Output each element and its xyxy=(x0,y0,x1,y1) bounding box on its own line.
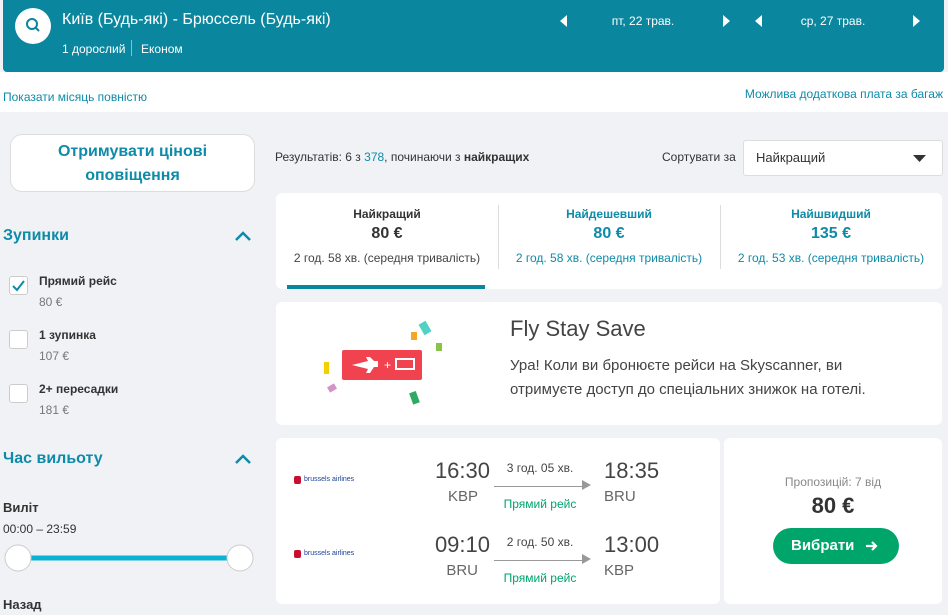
tab-title: Найшвидший xyxy=(791,207,871,221)
checkbox[interactable] xyxy=(9,276,28,295)
baggage-link[interactable]: Можлива додаткова плата за багаж xyxy=(744,87,943,101)
alerts-button[interactable]: Отримувати цінові оповіщення xyxy=(10,134,255,192)
depart-airport: BRU xyxy=(446,562,478,579)
depart-airport: KBP xyxy=(447,488,478,505)
checkbox[interactable] xyxy=(9,330,28,349)
plane-icon xyxy=(582,554,591,564)
route-line xyxy=(494,486,586,487)
summary-middle: , починаючи з xyxy=(384,150,461,164)
stop-price: 107 € xyxy=(39,349,70,363)
check-icon xyxy=(12,280,25,292)
date-arrows[interactable] xyxy=(555,12,935,32)
sort-value: Найкращий xyxy=(756,150,826,165)
tab-price: 80 € xyxy=(371,225,403,242)
stops: Прямий рейс xyxy=(503,571,577,585)
arrive-airport: BRU xyxy=(604,488,636,505)
promo-graphic: + xyxy=(324,320,442,405)
return-date[interactable]: ср, 27 трав. xyxy=(800,14,866,28)
tab-divider xyxy=(720,205,721,269)
stop-price: 80 € xyxy=(39,295,63,309)
sort-select[interactable]: Найкращий xyxy=(743,140,943,176)
tab-divider xyxy=(498,205,499,269)
arrive-time: 13:00 xyxy=(604,532,660,557)
dropdown-icon xyxy=(913,155,926,162)
flight-legs[interactable]: brussels airlines 16:30 KBP 3 год. 05 хв. Пр… xyxy=(276,438,720,604)
promo-text: Ура! Коли ви бронюєте рейси на Skyscanne… xyxy=(510,357,866,398)
total-link[interactable]: 378 xyxy=(364,150,385,164)
tab-duration: 2 год. 53 хв. (середня тривалість) xyxy=(737,251,925,265)
tab-duration: 2 год. 58 хв. (середня тривалість) xyxy=(293,251,481,265)
arrive-time: 18:35 xyxy=(604,458,660,483)
stop-price: 181 € xyxy=(39,403,70,417)
results-summary: Результатів: 6 з 378, починаючи з найкра… xyxy=(275,150,529,164)
arrow-icon xyxy=(866,541,878,551)
arrive-airport: KBP xyxy=(604,562,635,579)
tab-title: Найдешевший xyxy=(566,207,652,221)
duration: 2 год. 50 хв. xyxy=(506,535,574,549)
airline-name: brussels airlines xyxy=(304,550,355,557)
summary-prefix: Результатів: 6 з xyxy=(275,150,361,164)
outbound-label: Виліт xyxy=(3,500,39,515)
select-button[interactable]: Вибрати xyxy=(773,528,899,564)
passengers[interactable]: 1 дорослий xyxy=(62,42,126,56)
airline-logo-mark xyxy=(294,550,301,558)
promo-title: Fly Stay Save xyxy=(510,316,646,341)
offers: Пропозицій: 7 від xyxy=(784,475,882,489)
svg-text:+: + xyxy=(384,358,391,372)
alerts-text: Отримувати цінові оповіщення xyxy=(57,143,208,184)
route[interactable]: Київ (Будь-які) - Брюссель (Будь-які) xyxy=(62,11,331,28)
tab-price: 135 € xyxy=(810,225,852,242)
tab-title: Найкращий xyxy=(353,207,421,221)
outbound-range: 00:00 – 23:59 xyxy=(3,522,77,536)
collapse-icon[interactable] xyxy=(234,453,252,465)
search-icon xyxy=(26,18,40,32)
airline-name: brussels airlines xyxy=(304,476,355,483)
links-bar xyxy=(0,72,948,112)
stops-title: Зупинки xyxy=(3,227,69,244)
price-panel: Пропозицій: 7 від 80 € Вибрати xyxy=(724,438,942,604)
route-line xyxy=(494,560,586,561)
stop-label: 2+ пересадки xyxy=(39,382,119,396)
stops: Прямий рейс xyxy=(503,497,577,511)
search-button[interactable] xyxy=(15,8,51,44)
tab-duration: 2 год. 58 хв. (середня тривалість) xyxy=(515,251,703,265)
stop-label: 1 зупинка xyxy=(39,328,96,342)
cabin[interactable]: Економ xyxy=(141,42,183,56)
price: 80 € xyxy=(811,493,855,518)
sort-tabs: Найкращий 80 € 2 год. 58 хв. (середня трив… xyxy=(276,193,942,289)
stop-label: Прямий рейс xyxy=(39,274,117,288)
collapse-icon[interactable] xyxy=(234,230,252,242)
promo-card: + Fly Stay Save Ура! Коли ви бронюєте ре… xyxy=(276,302,942,425)
airline-logo-mark xyxy=(294,476,301,484)
search-header xyxy=(3,0,944,72)
return-label: Назад xyxy=(3,597,42,612)
divider xyxy=(131,40,132,56)
tab-price: 80 € xyxy=(593,225,625,242)
time-slider[interactable] xyxy=(0,540,260,576)
time-title: Час вильоту xyxy=(3,450,103,467)
filters: Зупинки Час вильоту Виліт 00:00 – 23:59 … xyxy=(0,210,260,615)
depart-time: 09:10 xyxy=(434,532,490,557)
tab-indicator xyxy=(287,285,485,289)
plane-icon xyxy=(582,480,591,490)
month-link[interactable]: Показати місяць повністю xyxy=(3,90,148,104)
select-text: Вибрати xyxy=(791,537,855,554)
depart-date[interactable]: пт, 22 трав. xyxy=(611,14,675,28)
sort-label: Сортувати за xyxy=(662,150,736,164)
depart-time: 16:30 xyxy=(434,458,490,483)
checkbox[interactable] xyxy=(9,384,28,403)
duration: 3 год. 05 хв. xyxy=(506,461,574,475)
summary-bold: найкращих xyxy=(463,150,530,164)
